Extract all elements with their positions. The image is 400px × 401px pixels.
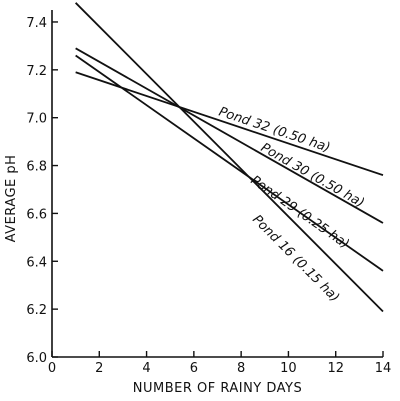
x-axis-ticks: 0 2 4 6 8 10 12 14	[48, 351, 391, 376]
y-axis-title: AVERAGE pH	[4, 155, 19, 243]
y-tick-label: 6.8	[26, 160, 47, 175]
x-tick-label: 10	[280, 361, 297, 376]
series-labels: Pond 32 (0.50 ha)Pond 30 (0.50 ha)Pond 2…	[217, 105, 367, 306]
y-tick-label: 7.2	[26, 64, 47, 79]
x-tick-label: 6	[190, 361, 198, 376]
x-tick-label: 2	[95, 361, 103, 376]
y-tick-label: 6.0	[26, 351, 47, 366]
x-tick-label: 12	[327, 361, 344, 376]
y-axis-ticks: 6.0 6.2 6.4 6.6 6.8 7.0 7.2 7.4	[26, 16, 58, 366]
series-line-pond-29	[75, 54, 384, 272]
series-lines	[75, 2, 384, 313]
series-line-pond-32	[75, 71, 384, 176]
x-tick-label: 0	[48, 361, 56, 376]
y-tick-label: 7.4	[26, 16, 47, 31]
x-tick-label: 4	[142, 361, 150, 376]
y-tick-label: 6.6	[26, 207, 47, 222]
x-axis-title: NUMBER OF RAINY DAYS	[133, 381, 303, 396]
series-line-pond-30	[75, 47, 384, 224]
axes	[51, 10, 383, 358]
series-line-pond-16	[75, 2, 384, 313]
y-tick-label: 6.4	[26, 255, 47, 270]
y-tick-label: 7.0	[26, 112, 47, 127]
x-tick-label: 14	[375, 361, 392, 376]
y-tick-label: 6.2	[26, 303, 47, 318]
x-tick-label: 8	[237, 361, 245, 376]
